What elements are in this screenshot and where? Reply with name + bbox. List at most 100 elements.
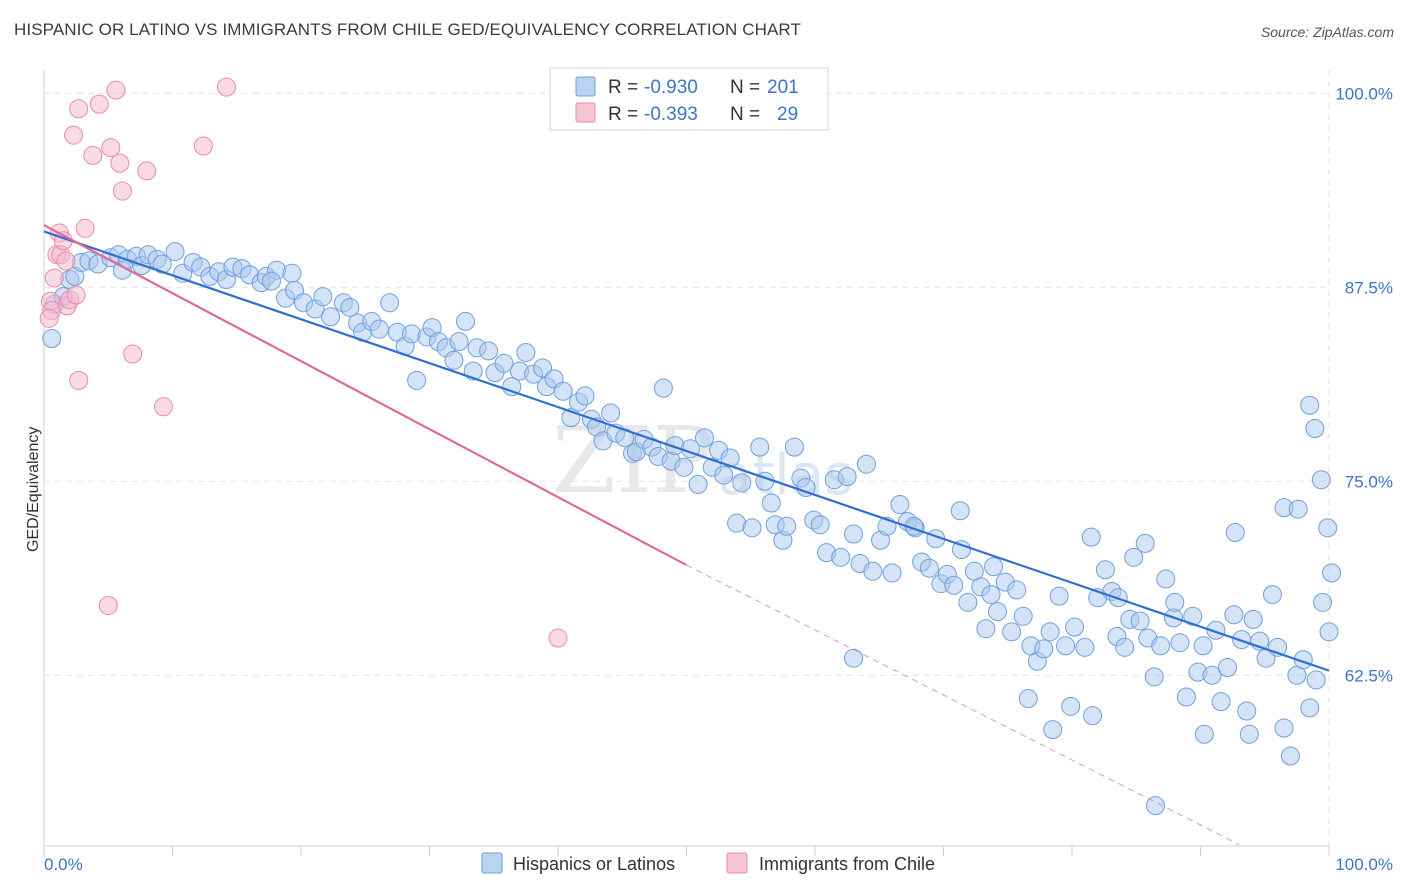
trend-line-hispanics bbox=[43, 230, 1330, 672]
chile-point-23 bbox=[154, 397, 174, 417]
hispanics-point-170 bbox=[1217, 658, 1237, 678]
hispanics-point-179 bbox=[1274, 718, 1294, 738]
chile-point-22 bbox=[137, 161, 157, 181]
chile-point-21 bbox=[123, 344, 143, 364]
hispanics-point-97 bbox=[750, 437, 770, 457]
hispanics-point-111 bbox=[837, 467, 857, 487]
chile-point-17 bbox=[101, 138, 121, 158]
hispanics-point-204 bbox=[1305, 419, 1325, 439]
hispanics-point-60 bbox=[494, 353, 514, 373]
hispanics-point-202 bbox=[1288, 499, 1308, 519]
hispanics-point-155 bbox=[1124, 547, 1144, 567]
hispanics-point-177 bbox=[1262, 585, 1282, 605]
y-axis-label: GED/Equivalency bbox=[25, 427, 42, 552]
hispanics-point-43 bbox=[369, 319, 389, 339]
chile-point-26 bbox=[548, 628, 568, 648]
hispanics-point-127 bbox=[944, 575, 964, 595]
hispanics-point-54 bbox=[449, 332, 469, 352]
legend-n-value-1: 29 bbox=[777, 104, 798, 125]
hispanics-point-138 bbox=[1013, 606, 1033, 626]
trend-line-chile bbox=[43, 224, 688, 567]
x-tick-labels: 0.0% 100.0% bbox=[44, 855, 1393, 874]
hispanics-point-206 bbox=[1319, 622, 1339, 642]
legend-r-value-0: -0.930 bbox=[644, 77, 698, 98]
hispanics-point-71 bbox=[575, 386, 595, 406]
hispanics-point-192 bbox=[1018, 689, 1038, 709]
hispanics-point-36 bbox=[313, 287, 333, 307]
hispanics-point-128 bbox=[951, 540, 971, 560]
y-tick-labels: 62.5% 75.0% 87.5% 100.0% bbox=[1335, 84, 1393, 685]
chile-point-15 bbox=[89, 94, 109, 114]
hispanics-point-47 bbox=[402, 324, 422, 344]
hispanics-point-145 bbox=[1061, 696, 1081, 716]
hispanics-point-162 bbox=[1170, 633, 1190, 653]
hispanics-point-114 bbox=[856, 454, 876, 474]
hispanics-point-133 bbox=[984, 557, 1004, 577]
hispanics-point-184 bbox=[1306, 670, 1326, 690]
hispanics-point-144 bbox=[1056, 636, 1076, 656]
legend-swatch-hispanics bbox=[575, 76, 596, 97]
hispanics-point-163 bbox=[1176, 687, 1196, 707]
chile-point-20 bbox=[112, 181, 132, 201]
hispanics-point-44 bbox=[380, 293, 400, 313]
hispanics-point-169 bbox=[1211, 692, 1231, 712]
legend-label-hispanics: Hispanics or Latinos bbox=[513, 854, 675, 874]
hispanics-point-205 bbox=[1311, 470, 1331, 490]
chile-point-25 bbox=[216, 77, 236, 97]
hispanics-point-183 bbox=[1300, 698, 1320, 718]
legend-swatch-chile-bottom bbox=[726, 852, 748, 874]
series-hispanics-points bbox=[42, 242, 1342, 816]
hispanics-point-186 bbox=[1318, 518, 1338, 538]
hispanics-point-199 bbox=[1225, 522, 1245, 542]
hispanics-point-194 bbox=[1081, 527, 1101, 547]
hispanics-point-159 bbox=[1151, 636, 1171, 656]
hispanics-point-30 bbox=[261, 271, 281, 291]
y-tick-label-0: 62.5% bbox=[1345, 666, 1393, 685]
hispanics-point-61 bbox=[502, 377, 522, 397]
hispanics-point-37 bbox=[321, 307, 341, 327]
chile-point-10 bbox=[64, 125, 84, 145]
hispanics-point-167 bbox=[1202, 665, 1222, 685]
chile-point-14 bbox=[83, 145, 103, 165]
hispanics-point-48 bbox=[407, 370, 427, 390]
hispanics-point-102 bbox=[777, 516, 797, 536]
trend-lines bbox=[43, 224, 1330, 845]
hispanics-point-99 bbox=[761, 493, 781, 513]
hispanics-point-141 bbox=[1034, 639, 1054, 659]
source-label: Source: ZipAtlas.com bbox=[1260, 24, 1394, 40]
legend-box bbox=[549, 67, 829, 131]
hispanics-point-132 bbox=[976, 619, 996, 639]
hispanics-point-53 bbox=[444, 350, 464, 370]
hispanics-point-153 bbox=[1115, 637, 1135, 657]
chile-point-24 bbox=[193, 136, 213, 156]
hispanics-point-147 bbox=[1075, 637, 1095, 657]
hispanics-point-173 bbox=[1237, 701, 1257, 721]
hispanics-point-160 bbox=[1156, 569, 1176, 589]
hispanics-point-0 bbox=[42, 328, 62, 348]
hispanics-point-32 bbox=[282, 263, 302, 283]
hispanics-point-188 bbox=[844, 648, 864, 668]
hispanics-point-193 bbox=[1043, 720, 1063, 740]
hispanics-point-197 bbox=[1165, 592, 1185, 612]
hispanics-point-112 bbox=[844, 524, 864, 544]
chart-title: HISPANIC OR LATINO VS IMMIGRANTS FROM CH… bbox=[14, 20, 801, 39]
hispanics-point-174 bbox=[1243, 609, 1263, 629]
legend-swatch-chile bbox=[575, 102, 596, 123]
hispanics-point-75 bbox=[601, 403, 621, 423]
hispanics-point-171 bbox=[1224, 605, 1244, 625]
legend-n-label-0: N = bbox=[730, 77, 760, 98]
hispanics-point-16 bbox=[152, 254, 172, 274]
hispanics-point-65 bbox=[533, 358, 553, 378]
hispanics-point-180 bbox=[1280, 746, 1300, 766]
legend-r-label-0: R = bbox=[608, 77, 638, 98]
hispanics-point-203 bbox=[1300, 395, 1320, 415]
hispanics-point-17 bbox=[165, 242, 185, 262]
legend-n-value-0: 201 bbox=[767, 77, 799, 98]
hispanics-point-191 bbox=[981, 585, 1001, 605]
hispanics-point-196 bbox=[1135, 533, 1155, 553]
x-tick-label-0: 0.0% bbox=[44, 855, 83, 874]
legend-swatch-hispanics-bottom bbox=[481, 852, 503, 874]
hispanics-point-86 bbox=[674, 457, 694, 477]
legend-label-chile: Immigrants from Chile bbox=[759, 854, 935, 874]
chile-point-18 bbox=[106, 80, 126, 100]
